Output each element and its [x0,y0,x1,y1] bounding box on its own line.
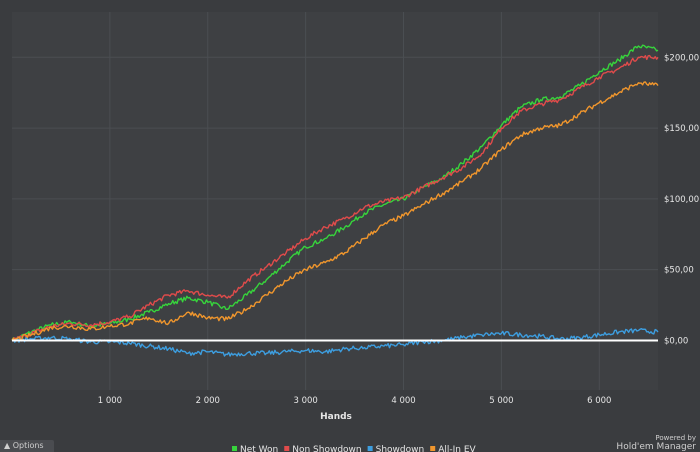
x-tick-label: 5 000 [489,396,513,406]
options-label: Options [12,441,44,450]
x-tick-label: 6 000 [587,396,611,406]
options-button[interactable]: ▲ Options [0,440,54,452]
legend-swatch [367,446,373,451]
y-tick-label: $50,00 [664,266,694,276]
y-tick-label: $150,00 [664,124,699,134]
legend-swatch [430,446,436,451]
x-tick-label: 1 000 [98,396,122,406]
brand-name: Hold'em Manager [616,442,696,452]
x-tick-label: 2 000 [196,396,220,406]
x-tick-label: 3 000 [293,396,317,406]
series-line [11,328,659,357]
plot-area [12,12,658,390]
legend-swatch [284,446,290,451]
legend-entry: Non Showdown [292,445,361,452]
branding: Powered by Hold'em Manager [616,435,696,452]
legend: Net Won Non Showdown Showdown All-In EV [232,445,477,452]
y-tick-label: $100,00 [664,195,699,205]
series-line [11,54,659,342]
x-axis-label: Hands [320,412,352,422]
series-line [11,81,659,342]
series-lines [11,44,659,357]
x-tick-labels: 1 000 2 000 3 000 4 000 5 000 6 000 [98,396,612,406]
legend-swatch [232,446,237,451]
legend-entry: Net Won [240,445,278,452]
y-tick-label: $0,00 [664,336,688,346]
y-tick-label: $200,00 [664,53,699,63]
x-tick-label: 4 000 [391,396,415,406]
y-tick-labels: $0,00 $50,00 $100,00 $150,00 $200,00 [664,53,699,346]
legend-entry: Showdown [376,445,425,452]
legend-entry: All-In EV [438,445,476,452]
powered-by-text: Powered by [655,434,696,442]
caret-up-icon: ▲ [4,441,11,450]
